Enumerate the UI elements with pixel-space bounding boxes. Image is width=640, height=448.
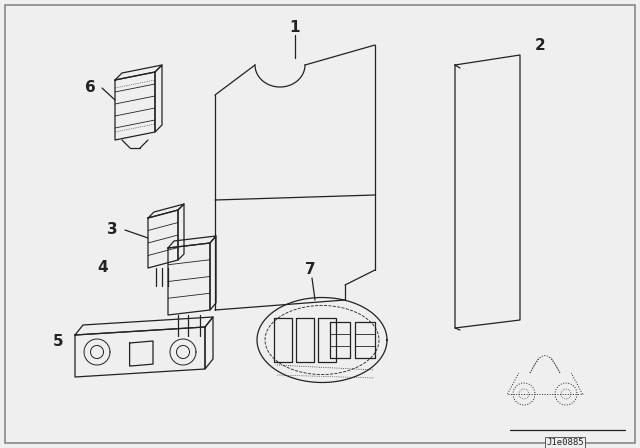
Text: 4: 4: [98, 260, 108, 276]
Text: J1e0885: J1e0885: [546, 438, 584, 447]
Text: 7: 7: [305, 263, 316, 277]
Text: 6: 6: [84, 81, 95, 95]
Text: 3: 3: [107, 223, 117, 237]
Text: 1: 1: [290, 21, 300, 35]
Text: 2: 2: [534, 38, 545, 52]
Text: 5: 5: [52, 335, 63, 349]
